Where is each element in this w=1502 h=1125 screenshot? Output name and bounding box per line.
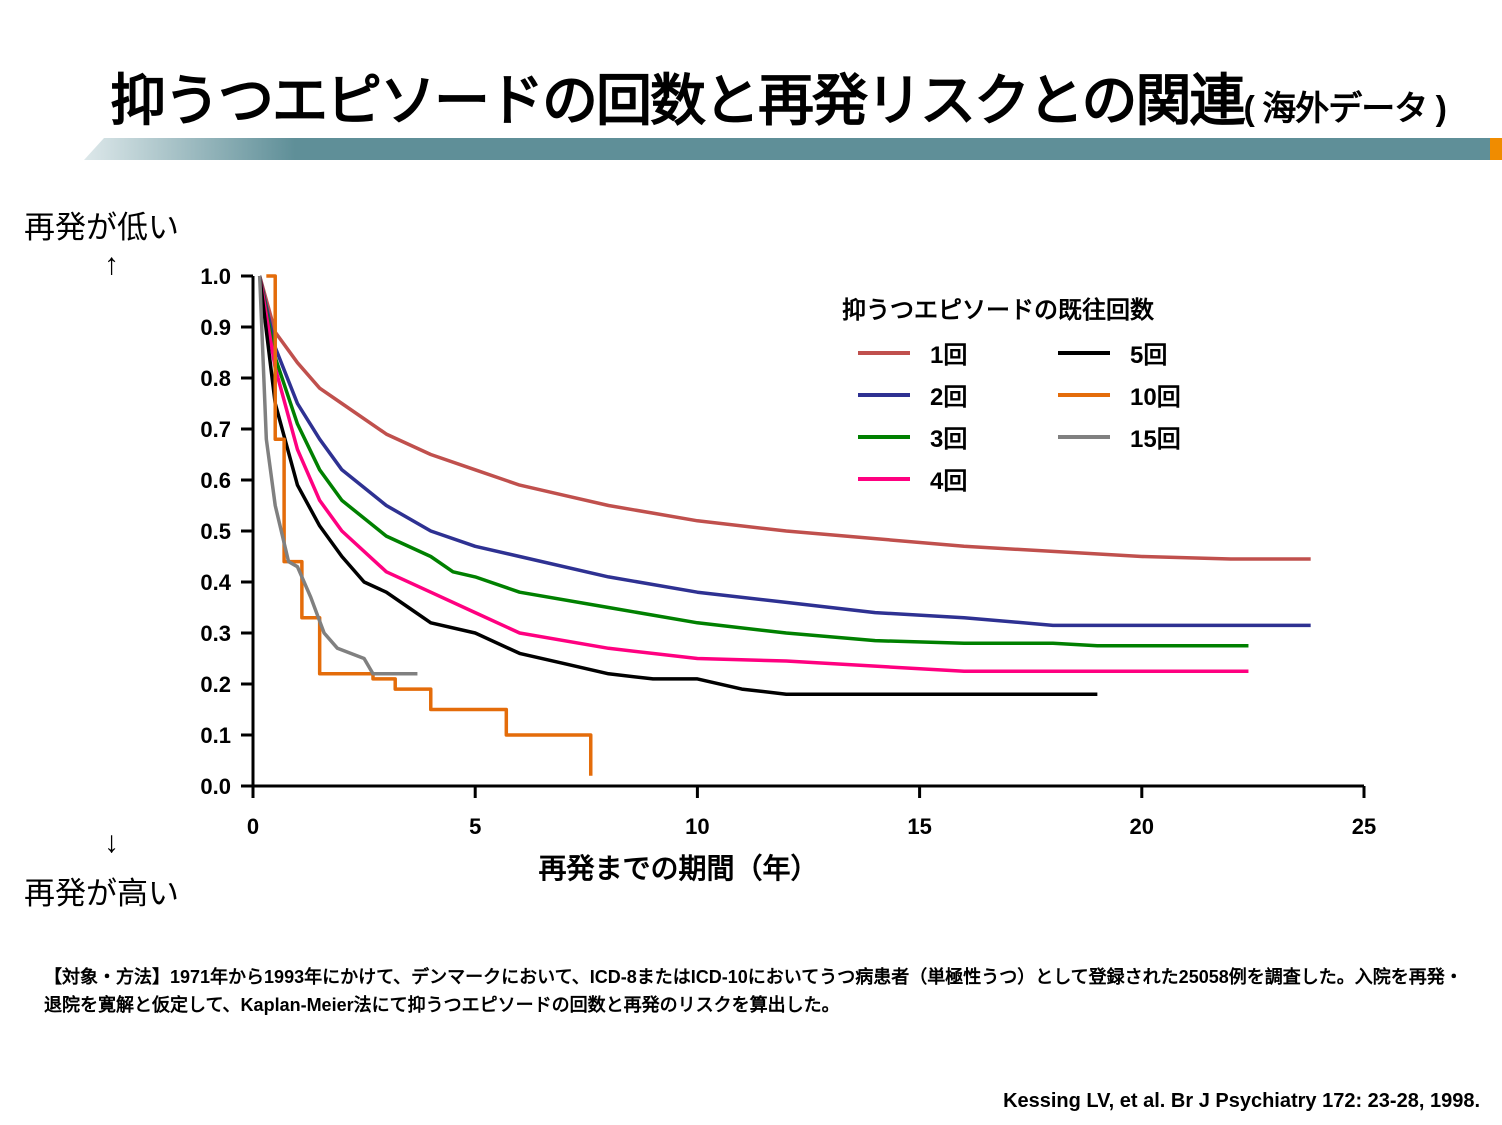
legend-label: 4回 — [930, 468, 967, 495]
citation: Kessing LV, et al. Br J Psychiatry 172: … — [1003, 1090, 1480, 1112]
y-tick-label: 0.4 — [200, 570, 231, 595]
y-tick-label: 0.8 — [200, 366, 231, 391]
series-line — [257, 275, 1311, 561]
legend-label: 10回 — [1130, 384, 1181, 411]
legend-label: 15回 — [1130, 426, 1181, 453]
arrow-down-icon: ↓ — [104, 826, 119, 859]
method-note: 【対象・方法】1971年から1993年にかけて、デンマークにおいて、ICD-8ま… — [44, 967, 1463, 1015]
x-tick-label: 0 — [247, 814, 259, 839]
x-tick-label: 20 — [1130, 814, 1154, 839]
y-tick-label: 0.3 — [200, 621, 231, 646]
y-tick-label: 0.2 — [200, 672, 231, 697]
series-line — [257, 275, 1249, 648]
title-underline-bar — [84, 138, 1490, 160]
series-line — [266, 274, 593, 776]
series-line — [257, 275, 1311, 628]
y-tick-label: 0.7 — [200, 417, 231, 442]
x-tick-label: 10 — [685, 814, 709, 839]
slide-title: 抑うつエピソードの回数と再発リスクとの関連( 海外データ ) — [110, 56, 1470, 137]
slide-title-main: 抑うつエピソードの回数と再発リスクとの関連 — [110, 69, 1245, 132]
x-tick-label: 25 — [1352, 814, 1376, 839]
legend-label: 3回 — [930, 426, 967, 453]
label-low-relapse: 再発が低い — [24, 210, 179, 245]
y-tick-label: 0.5 — [200, 519, 231, 544]
y-tick-label: 1.0 — [200, 264, 231, 289]
y-tick-label: 0.0 — [200, 774, 231, 799]
legend-label: 5回 — [1130, 342, 1167, 369]
slide-title-sub: ( 海外データ ) — [1243, 90, 1447, 128]
x-tick-label: 5 — [469, 814, 481, 839]
legend-label: 1回 — [930, 342, 967, 369]
legend-title: 抑うつエピソードの既往回数 — [842, 296, 1155, 324]
y-tick-label: 0.6 — [200, 468, 231, 493]
arrow-up-icon: ↑ — [104, 248, 119, 281]
y-tick-label: 0.9 — [200, 315, 231, 340]
series-line — [257, 275, 418, 676]
legend-label: 2回 — [930, 384, 967, 411]
series-line — [257, 275, 1098, 696]
title-accent-square — [1490, 138, 1502, 160]
label-high-relapse: 再発が高い — [24, 876, 179, 911]
series-line — [257, 275, 1249, 673]
x-tick-label: 15 — [907, 814, 931, 839]
x-axis-label: 再発までの期間（年） — [538, 852, 818, 884]
y-tick-label: 0.1 — [200, 723, 231, 748]
title-decoration — [84, 138, 1502, 160]
